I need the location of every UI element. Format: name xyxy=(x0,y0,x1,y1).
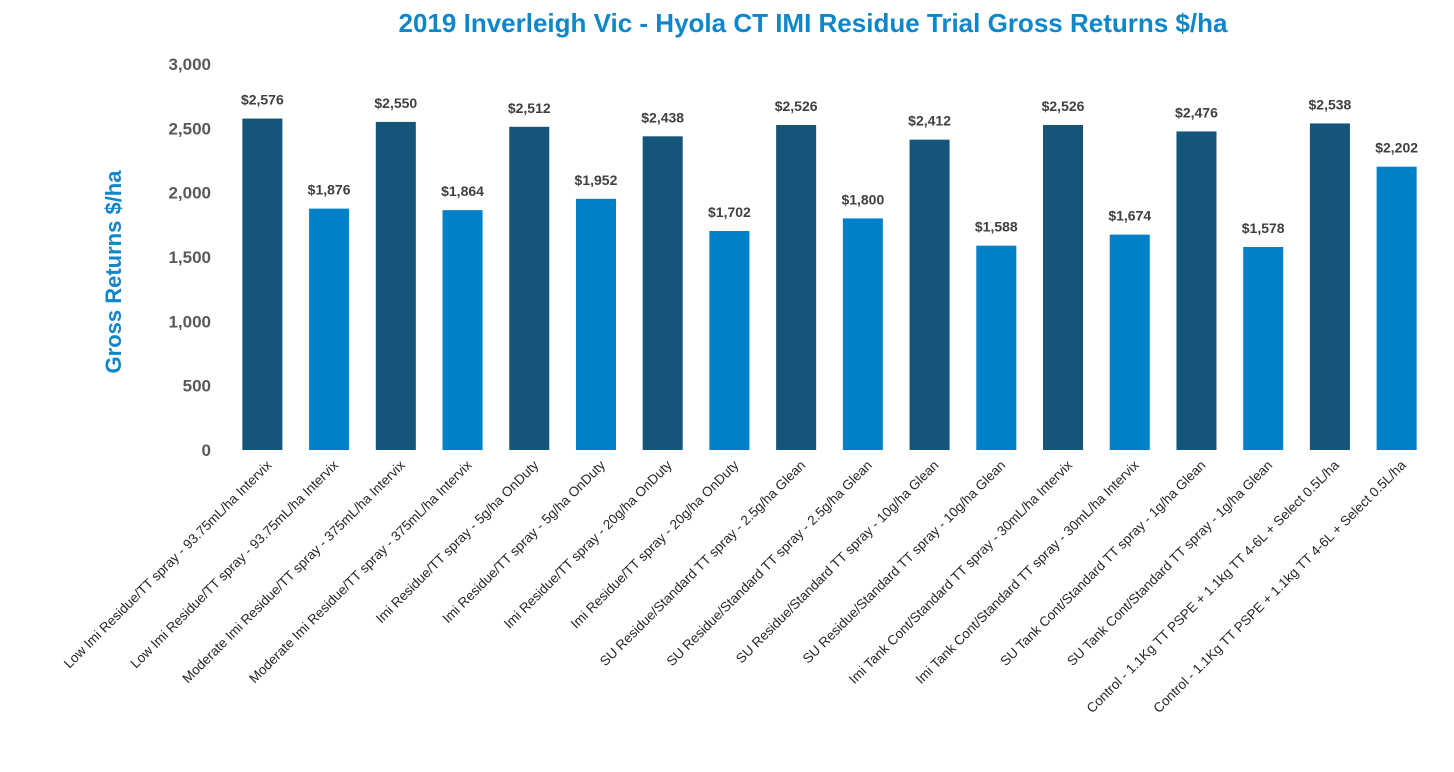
bar xyxy=(242,118,283,451)
chart-title: 2019 Inverleigh Vic - Hyola CT IMI Resid… xyxy=(398,8,1228,38)
y-tick-label: 1,500 xyxy=(168,248,211,267)
bar xyxy=(575,198,616,450)
bar xyxy=(709,231,750,450)
y-tick-label: 3,000 xyxy=(168,55,211,74)
data-label: $1,864 xyxy=(441,183,484,199)
data-label: $2,526 xyxy=(775,98,818,114)
y-tick-label: 2,500 xyxy=(168,119,211,138)
data-label: $2,538 xyxy=(1309,96,1352,112)
y-tick-label: 500 xyxy=(183,377,211,396)
bar xyxy=(1309,123,1350,450)
bar xyxy=(442,210,483,450)
category-labels: Low Imi Residue/TT spray - 93.75mL/ha In… xyxy=(61,457,1409,716)
data-label: $1,674 xyxy=(1108,208,1151,224)
bar xyxy=(1109,234,1150,450)
y-axis-label: Gross Returns $/ha xyxy=(101,170,126,374)
data-label: $2,526 xyxy=(1042,98,1085,114)
data-label: $1,952 xyxy=(575,172,618,188)
data-label: $2,438 xyxy=(641,109,684,125)
data-label: $1,800 xyxy=(841,191,884,207)
category-label: Imi Tank Cont/Standard TT spray - 30mL/h… xyxy=(913,457,1142,686)
bar xyxy=(909,139,950,450)
bar xyxy=(642,136,683,450)
bar xyxy=(1043,124,1084,450)
data-label: $2,476 xyxy=(1175,104,1218,120)
bar xyxy=(842,218,883,450)
bar xyxy=(976,245,1017,450)
category-label: Moderate Imi Residue/TT spray - 375mL/ha… xyxy=(246,457,475,686)
category-label: Control - 1.1Kg TT PSPE + 1.1kg TT 4-6L … xyxy=(1150,457,1409,716)
data-label: $2,576 xyxy=(241,92,284,108)
data-label: $1,876 xyxy=(308,182,351,198)
category-label: Imi Tank Cont/Standard TT spray - 30mL/h… xyxy=(846,457,1075,686)
bar xyxy=(1176,131,1217,450)
category-label: Control - 1.1Kg TT PSPE + 1.1kg TT 4-6L … xyxy=(1084,457,1343,716)
bars xyxy=(242,118,1417,451)
bar xyxy=(375,121,416,451)
y-tick-label: 0 xyxy=(202,441,211,460)
data-label: $2,412 xyxy=(908,113,951,129)
bar xyxy=(309,208,350,450)
data-label: $1,702 xyxy=(708,204,751,220)
y-axis-ticks: 0 500 1,000 1,500 2,000 2,500 3,000 xyxy=(168,55,211,460)
bar xyxy=(776,124,817,450)
category-label: Moderate Imi Residue/TT spray - 375mL/ha… xyxy=(179,457,408,686)
y-tick-label: 1,000 xyxy=(168,312,211,331)
data-label: $2,550 xyxy=(374,95,417,111)
data-label: $2,512 xyxy=(508,100,551,116)
bar xyxy=(1376,166,1417,450)
data-labels: $2,576 $1,876 $2,550 $1,864 $2,512 $1,952 $2,4… xyxy=(241,92,1418,236)
bar xyxy=(509,126,550,450)
data-label: $1,578 xyxy=(1242,220,1285,236)
y-tick-label: 2,000 xyxy=(168,184,211,203)
data-label: $2,202 xyxy=(1375,140,1418,156)
bar xyxy=(1243,246,1284,450)
data-label: $1,588 xyxy=(975,219,1018,235)
